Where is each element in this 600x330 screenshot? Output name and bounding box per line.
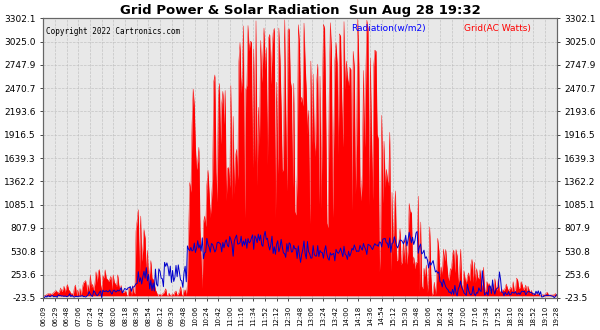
Text: Grid(AC Watts): Grid(AC Watts) bbox=[464, 24, 531, 33]
Title: Grid Power & Solar Radiation  Sun Aug 28 19:32: Grid Power & Solar Radiation Sun Aug 28 … bbox=[119, 4, 481, 17]
Text: Copyright 2022 Cartronics.com: Copyright 2022 Cartronics.com bbox=[46, 27, 180, 36]
Text: Radiation(w/m2): Radiation(w/m2) bbox=[352, 24, 426, 33]
